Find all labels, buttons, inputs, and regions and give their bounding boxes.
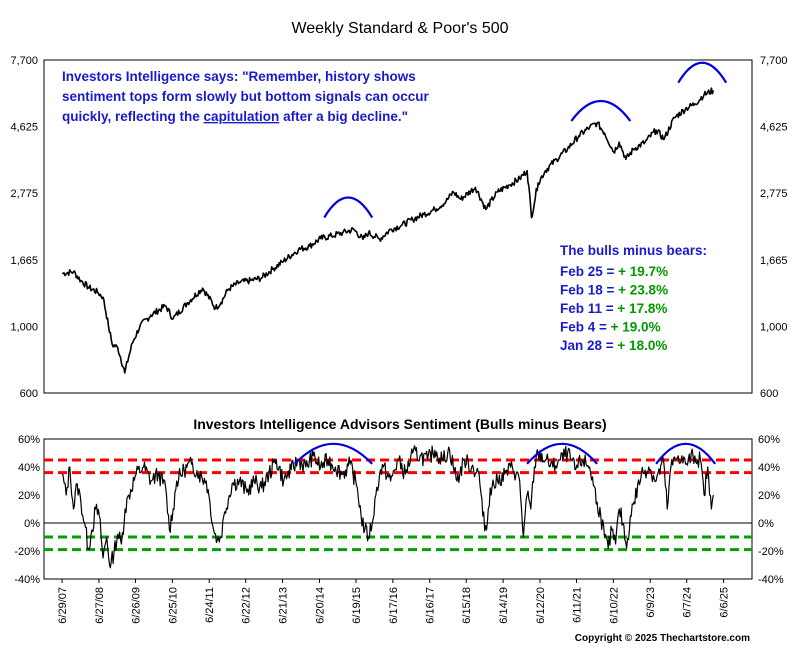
sp500-series-line xyxy=(62,87,715,374)
sp500-ytick-left: 4,625 xyxy=(10,122,38,134)
sp500-ytick-right: 2,775 xyxy=(760,188,788,200)
bmb-row-value: + 19.7% xyxy=(618,264,668,279)
x-tick-label: 6/22/12 xyxy=(241,587,253,624)
x-tick-label: 6/20/14 xyxy=(314,587,326,624)
sp500-ytick-left: 7,700 xyxy=(10,55,38,67)
sentiment-ytick-right: 60% xyxy=(758,434,780,446)
bulls-minus-bears-rows: Feb 25 = + 19.7%Feb 18 = + 23.8%Feb 11 =… xyxy=(560,264,668,353)
sentiment-plot-frame xyxy=(43,438,753,580)
sp500-ytick-right: 1,665 xyxy=(760,255,788,267)
sp500-ytick-left: 2,775 xyxy=(10,188,38,200)
annotation-line-3-pre: quickly, reflecting the xyxy=(62,109,204,124)
sp500-plot-frame xyxy=(43,59,753,394)
sentiment-ytick-right: 0% xyxy=(758,518,774,530)
sp500-ytick-right: 7,700 xyxy=(760,55,788,67)
bulls-minus-bears-row: Jan 28 = + 18.0% xyxy=(560,338,667,353)
x-tick-label: 6/29/07 xyxy=(57,587,69,624)
x-tick-label: 6/7/24 xyxy=(682,587,694,618)
x-axis-ticks: 6/29/07 6/27/08 6/26/09 6/25/10 6/24/11 6/22/… xyxy=(57,579,731,624)
x-tick-label: 6/26/09 xyxy=(130,587,142,624)
sp500-ytick-left: 600 xyxy=(20,388,38,400)
sentiment-ytick-left: 20% xyxy=(18,490,40,502)
sp500-ytick-left: 1,665 xyxy=(10,255,38,267)
sp500-ytick-left: 1,000 xyxy=(10,321,38,333)
annotation-line-3-post: after a big decline." xyxy=(279,109,408,124)
top-bracket-arcs xyxy=(293,61,728,465)
annotation-line-3: quickly, reflecting the capitulation aft… xyxy=(62,109,408,124)
bmb-row-date: Feb 4 = xyxy=(560,320,611,335)
sentiment-series-line xyxy=(61,445,714,569)
x-tick-label: 6/19/15 xyxy=(351,587,363,624)
sp500-ytick-right: 1,000 xyxy=(760,321,788,333)
bmb-row-date: Jan 28 = xyxy=(560,338,617,353)
x-tick-label: 6/12/20 xyxy=(535,587,547,624)
bmb-row-value: + 18.0% xyxy=(617,338,667,353)
bmb-row-value: + 19.0% xyxy=(611,320,661,335)
sentiment-ytick-right: 20% xyxy=(758,490,780,502)
sentiment-ytick-left: 0% xyxy=(24,518,40,530)
sentiment-ytick-left: -40% xyxy=(14,574,40,586)
sentiment-ytick-right: -40% xyxy=(758,574,784,586)
sp500-top-arc xyxy=(570,99,632,122)
bmb-row-date: Feb 11 = xyxy=(560,301,617,316)
x-tick-label: 6/25/10 xyxy=(167,587,179,624)
x-tick-label: 6/15/18 xyxy=(461,587,473,624)
x-tick-label: 6/6/25 xyxy=(719,587,731,618)
x-tick-label: 6/27/08 xyxy=(94,587,106,624)
sp500-ytick-right: 600 xyxy=(760,388,778,400)
x-tick-label: 6/16/17 xyxy=(425,587,437,624)
sp500-top-arc xyxy=(323,196,374,219)
sp500-ytick-right: 4,625 xyxy=(760,122,788,134)
x-tick-label: 6/17/16 xyxy=(388,587,400,624)
x-tick-label: 6/9/23 xyxy=(645,587,657,618)
sentiment-chart-title: Investors Intelligence Advisors Sentimen… xyxy=(193,416,606,432)
sentiment-top-arc xyxy=(293,442,373,465)
bulls-minus-bears-row: Feb 25 = + 19.7% xyxy=(560,264,668,279)
bulls-minus-bears-heading: The bulls minus bears: xyxy=(560,243,707,258)
annotation-capitulation: capitulation xyxy=(204,109,280,124)
sentiment-top-arc xyxy=(526,442,598,465)
sentiment-ytick-left: -20% xyxy=(14,546,40,558)
sp500-top-arc xyxy=(677,61,728,84)
sp500-y-ticks: 7,700 7,700 4,625 4,625 2,775 2,775 1,665 1,665… xyxy=(10,55,787,400)
sentiment-y-ticks: 60% 60% 40% 40% 20% 20% 0% 0% -20% -20% -40% -40% xyxy=(14,434,784,586)
x-tick-label: 6/24/11 xyxy=(204,587,216,623)
bmb-row-value: + 17.8% xyxy=(617,301,667,316)
sentiment-ytick-right: -20% xyxy=(758,546,784,558)
bmb-row-date: Feb 25 = xyxy=(560,264,618,279)
sentiment-ytick-right: 40% xyxy=(758,462,780,474)
bulls-minus-bears-row: Feb 4 = + 19.0% xyxy=(560,320,661,335)
x-tick-label: 6/11/21 xyxy=(571,587,583,623)
copyright-text: Copyright © 2025 Thechartstore.com xyxy=(575,633,750,644)
annotation-line-1: Investors Intelligence says: "Remember, … xyxy=(62,69,416,84)
x-tick-label: 6/21/13 xyxy=(278,587,290,624)
sentiment-ytick-left: 60% xyxy=(18,434,40,446)
sentiment-top-arc xyxy=(655,442,717,465)
bmb-row-value: + 23.8% xyxy=(618,283,668,298)
x-tick-label: 6/14/19 xyxy=(498,587,510,624)
sp500-chart-title: Weekly Standard & Poor's 500 xyxy=(291,20,508,37)
bmb-row-date: Feb 18 = xyxy=(560,283,618,298)
x-tick-label: 6/10/22 xyxy=(608,587,620,624)
bulls-minus-bears-row: Feb 18 = + 23.8% xyxy=(560,283,668,298)
bulls-minus-bears-row: Feb 11 = + 17.8% xyxy=(560,301,667,316)
sentiment-ytick-left: 40% xyxy=(18,462,40,474)
annotation-line-2: sentiment tops form slowly but bottom si… xyxy=(62,89,430,104)
